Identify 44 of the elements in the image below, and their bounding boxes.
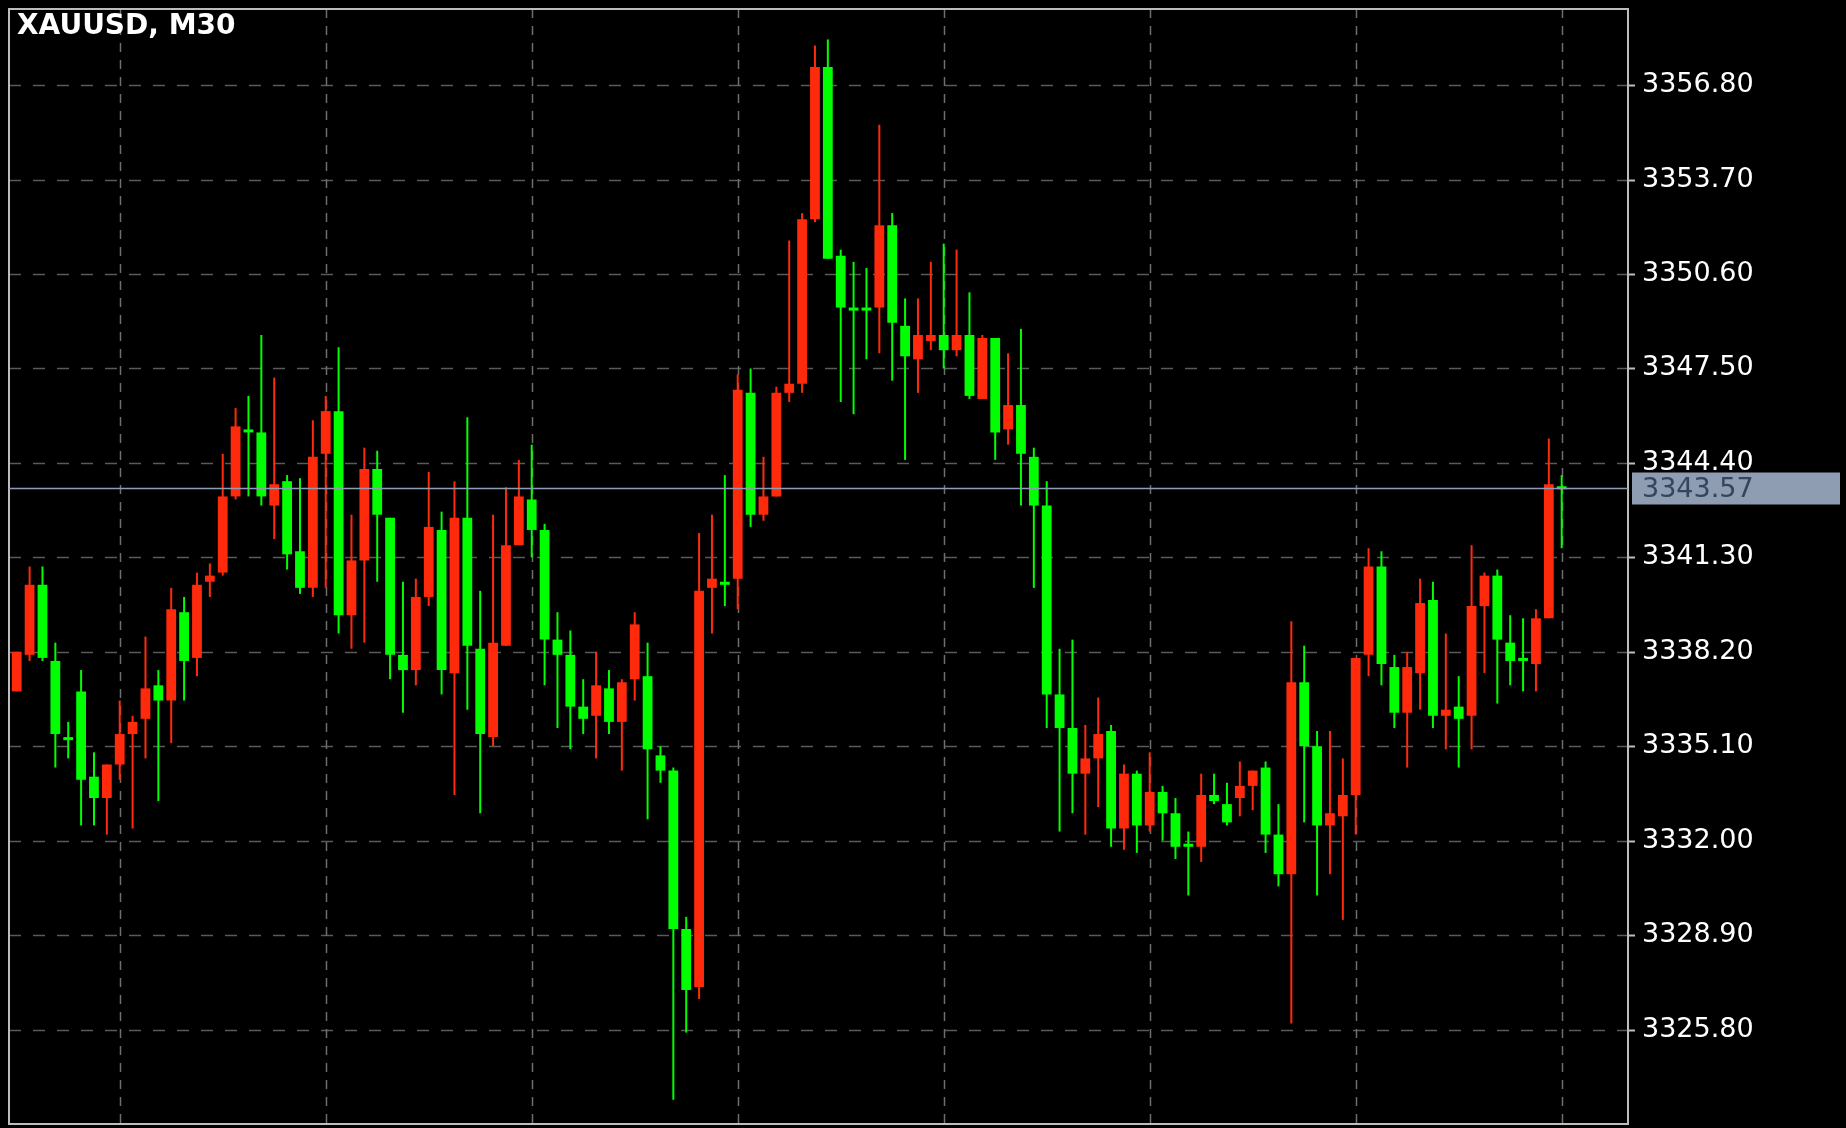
candlestick bbox=[1209, 772, 1219, 806]
y-tick-label: 3353.70 bbox=[1642, 161, 1754, 193]
candlestick bbox=[578, 678, 589, 736]
candlestick bbox=[1234, 760, 1245, 818]
candlestick bbox=[1080, 723, 1091, 836]
candlestick bbox=[1337, 757, 1348, 921]
candlestick bbox=[784, 239, 795, 403]
candlestick bbox=[848, 260, 859, 416]
y-tick-label: 3335.10 bbox=[1642, 728, 1754, 760]
candlestick bbox=[655, 745, 666, 784]
candlestick bbox=[861, 266, 872, 361]
candlestick bbox=[951, 248, 962, 358]
candlestick bbox=[925, 260, 936, 352]
candlestick bbox=[269, 376, 280, 541]
candlestick bbox=[1222, 781, 1232, 827]
y-tick-label: 3328.90 bbox=[1642, 917, 1754, 949]
candlestick bbox=[1518, 617, 1528, 693]
candlestick bbox=[1453, 675, 1464, 769]
chart-title: XAUUSD, M30 bbox=[17, 8, 236, 42]
candlestick bbox=[243, 394, 254, 498]
y-tick-label: 3350.60 bbox=[1642, 256, 1754, 288]
candlestick bbox=[398, 580, 408, 714]
candlestick bbox=[719, 474, 730, 608]
candlestick bbox=[1183, 830, 1194, 897]
candlestick bbox=[938, 242, 949, 370]
candlestick bbox=[89, 751, 99, 827]
candlestick bbox=[1440, 632, 1451, 751]
y-tick-label: 3338.20 bbox=[1642, 633, 1754, 665]
y-tick-label: 3332.00 bbox=[1642, 822, 1754, 854]
candlestick bbox=[1157, 784, 1168, 842]
candlestick bbox=[153, 669, 164, 803]
y-tick-label: 3356.80 bbox=[1642, 67, 1754, 99]
candlestick bbox=[1247, 769, 1258, 812]
y-tick-label: 3325.80 bbox=[1642, 1011, 1754, 1043]
candlestick bbox=[63, 720, 74, 760]
candlestick bbox=[127, 714, 138, 830]
y-tick-label: 3347.50 bbox=[1642, 350, 1754, 382]
candlestick bbox=[1325, 730, 1335, 876]
candlestick bbox=[552, 611, 563, 729]
candlestick bbox=[758, 455, 769, 522]
candlestick bbox=[204, 562, 215, 598]
candlestick bbox=[1505, 614, 1516, 687]
y-tick-label: 3341.30 bbox=[1642, 539, 1754, 571]
candlestick bbox=[707, 513, 717, 635]
